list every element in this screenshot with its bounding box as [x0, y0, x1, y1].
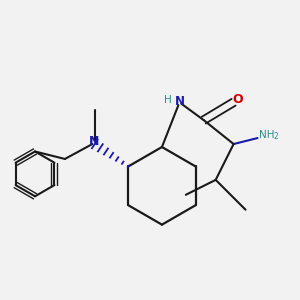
Text: NH: NH: [259, 130, 274, 140]
Text: H: H: [164, 95, 172, 105]
Text: O: O: [232, 93, 242, 106]
Text: N: N: [89, 135, 99, 148]
Text: 2: 2: [273, 132, 278, 141]
Text: N: N: [175, 95, 185, 108]
